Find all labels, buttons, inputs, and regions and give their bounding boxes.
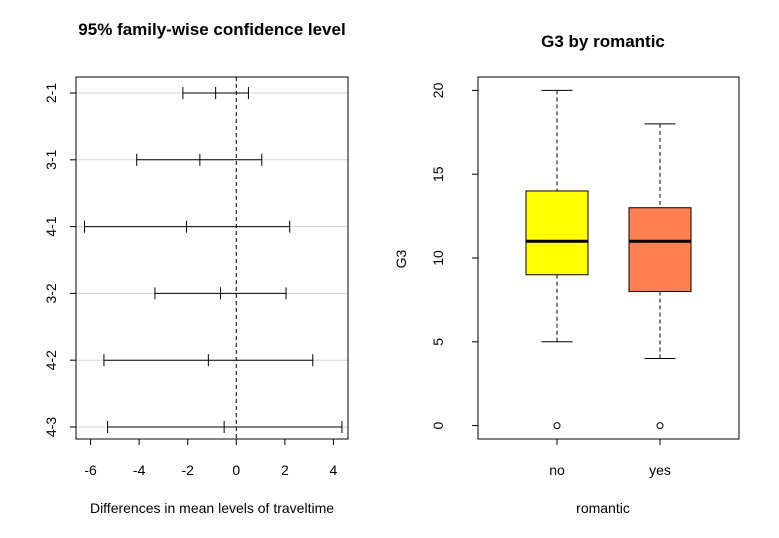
tukey-intervals [84, 87, 343, 433]
tukey-x-tick-label: -2 [181, 462, 194, 478]
boxplot-x-axis: no yes [549, 438, 671, 478]
box-yes [628, 123, 692, 430]
boxplot-y-axis-label: G3 [393, 249, 409, 268]
box-iqr [525, 190, 589, 276]
boxplot-y-tick-label: 0 [430, 421, 446, 429]
tukey-interval-4-3 [107, 421, 343, 433]
tukey-x-axis-label: Differences in mean levels of traveltime [90, 500, 334, 516]
tukey-interval-3-1 [136, 153, 263, 166]
boxplot-boxes [525, 89, 692, 430]
tukey-x-tick-label: 0 [232, 462, 240, 478]
tukey-y-tick-label: 4-2 [43, 350, 59, 370]
boxplot-panel: G3 by romantic 0 5 10 15 20 no yes G3 romanti… [393, 32, 740, 516]
tukey-interval-4-1 [84, 220, 291, 233]
tukey-y-tick-label: 3-1 [43, 149, 59, 169]
tukey-title: 95% family-wise confidence level [78, 20, 345, 39]
boxplot-plot-frame [477, 76, 740, 440]
tukey-y-tick-label: 3-2 [43, 283, 59, 303]
box-outlier [553, 422, 561, 430]
tukey-x-tick-label: -4 [133, 462, 146, 478]
tukey-y-tick-label: 4-3 [43, 417, 59, 437]
boxplot-x-tick-label: yes [649, 462, 671, 478]
tukey-x-axis: -6 -4 -2 0 2 4 [84, 438, 338, 478]
tukey-panel: 95% family-wise confidence level -6 -4 -2 0… [43, 20, 349, 516]
tukey-gridlines [76, 92, 348, 428]
boxplot-y-tick-label: 15 [430, 166, 446, 182]
box-no [525, 89, 589, 430]
tukey-y-tick-label: 4-1 [43, 216, 59, 236]
tukey-x-tick-label: 2 [281, 462, 289, 478]
tukey-interval-3-2 [154, 287, 287, 300]
tukey-x-tick-label: 4 [330, 462, 338, 478]
boxplot-y-tick-label: 20 [430, 82, 446, 98]
boxplot-y-axis: 0 5 10 15 20 [430, 82, 479, 429]
tukey-plot-frame [75, 76, 349, 440]
boxplot-x-tick-label: no [549, 462, 565, 478]
boxplot-x-axis-label: romantic [576, 500, 630, 516]
tukey-y-tick-label: 2-1 [43, 83, 59, 103]
box-outlier [656, 422, 664, 430]
tukey-interval-2-1 [182, 87, 249, 99]
boxplot-y-tick-label: 5 [430, 338, 446, 346]
boxplot-title: G3 by romantic [541, 32, 665, 51]
tukey-y-axis: 2-1 3-1 4-1 3-2 4-2 4-3 [43, 83, 77, 437]
tukey-interval-4-2 [103, 354, 314, 367]
boxplot-y-tick-label: 10 [430, 250, 446, 266]
tukey-x-tick-label: -6 [84, 462, 97, 478]
box-iqr [628, 207, 692, 293]
